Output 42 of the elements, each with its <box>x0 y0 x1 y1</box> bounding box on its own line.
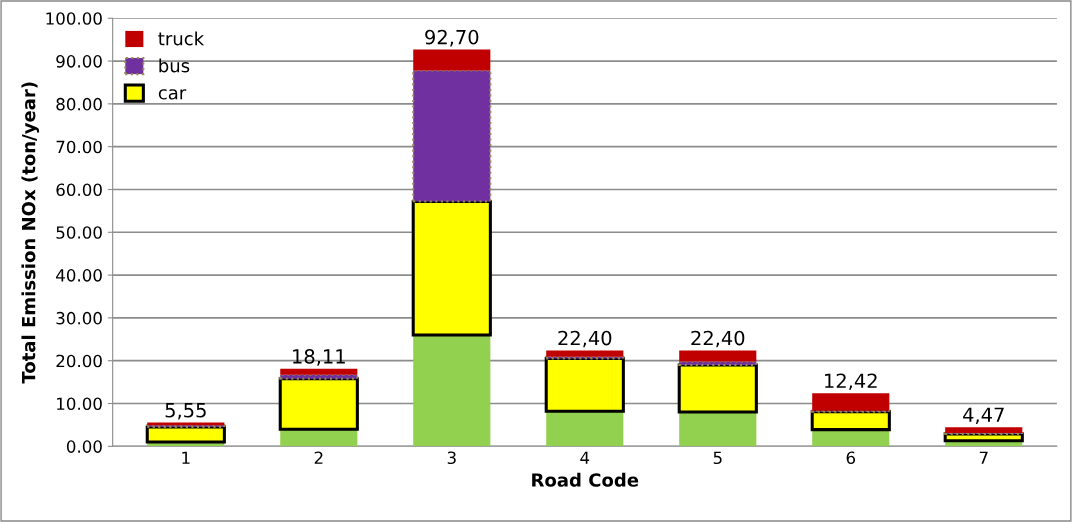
y-tick-label: 20.00 <box>56 354 102 368</box>
y-tick-label: 0.00 <box>66 440 102 453</box>
y-axis-title: Total Emission NOx (ton/year) <box>21 82 40 384</box>
y-tick-label: 60.00 <box>56 183 102 197</box>
y-tick-label: 30.00 <box>56 311 102 325</box>
y-tick-label: 70.00 <box>56 140 102 154</box>
y-tick-label: 90.00 <box>56 55 102 68</box>
bar <box>546 350 624 357</box>
total-label: 12,42 <box>825 373 877 391</box>
total-label: 18,11 <box>293 349 345 366</box>
bar <box>679 412 757 447</box>
bar <box>413 49 491 71</box>
y-tick-label: 100.00 <box>46 12 102 25</box>
total-label: 22,40 <box>691 330 745 348</box>
x-tick-label: 7 <box>979 451 988 464</box>
x-tick-label: 3 <box>447 451 456 465</box>
x-tick-label: 4 <box>580 451 590 464</box>
x-tick-label: 6 <box>846 451 856 465</box>
total-label: 4,47 <box>963 407 1004 425</box>
x-axis-title: Road Code <box>532 472 639 487</box>
legend-label: bus <box>159 58 190 73</box>
y-tick-label: 10.00 <box>57 397 102 411</box>
bar <box>546 411 624 447</box>
bar <box>280 368 358 375</box>
bar <box>679 350 757 362</box>
bar <box>945 427 1023 434</box>
bar <box>413 335 491 447</box>
bar <box>279 373 359 380</box>
y-tick-label: 40.00 <box>56 269 102 282</box>
x-tick-label: 2 <box>314 451 323 464</box>
bar <box>812 429 890 447</box>
bar <box>412 69 492 203</box>
total-label: 92,70 <box>425 29 479 47</box>
bar <box>812 393 890 411</box>
y-tick-label: 80.00 <box>56 97 102 111</box>
legend-label: truck <box>158 31 205 46</box>
total-label: 22,40 <box>558 330 612 348</box>
y-tick-label: 50.00 <box>56 226 102 239</box>
x-tick-label: 1 <box>182 451 190 464</box>
x-tick-label: 5 <box>713 451 722 465</box>
total-label: 5,55 <box>165 403 206 420</box>
legend-label: car <box>158 89 187 100</box>
